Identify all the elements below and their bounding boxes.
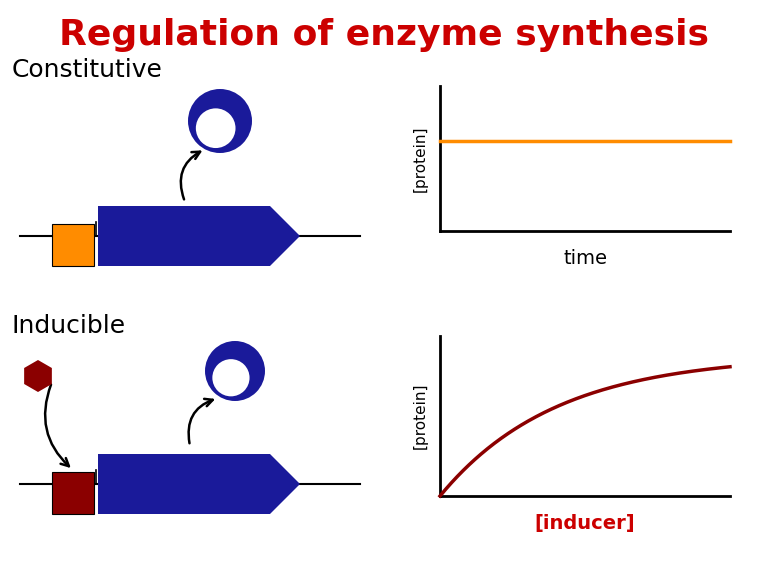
Polygon shape (98, 454, 300, 514)
Text: [inducer]: [inducer] (535, 514, 635, 533)
Text: [protein]: [protein] (412, 125, 428, 192)
Text: time: time (563, 249, 607, 268)
Text: Inducible: Inducible (12, 314, 126, 338)
Circle shape (212, 359, 250, 396)
Circle shape (196, 108, 236, 148)
Polygon shape (98, 206, 300, 266)
Circle shape (205, 341, 265, 401)
Bar (52, 472, 94, 514)
Text: Regulation of enzyme synthesis: Regulation of enzyme synthesis (59, 18, 709, 52)
Text: Constitutive: Constitutive (12, 58, 163, 82)
Bar (52, 224, 94, 266)
Circle shape (188, 89, 252, 153)
Polygon shape (24, 360, 52, 392)
Text: [protein]: [protein] (412, 382, 428, 449)
